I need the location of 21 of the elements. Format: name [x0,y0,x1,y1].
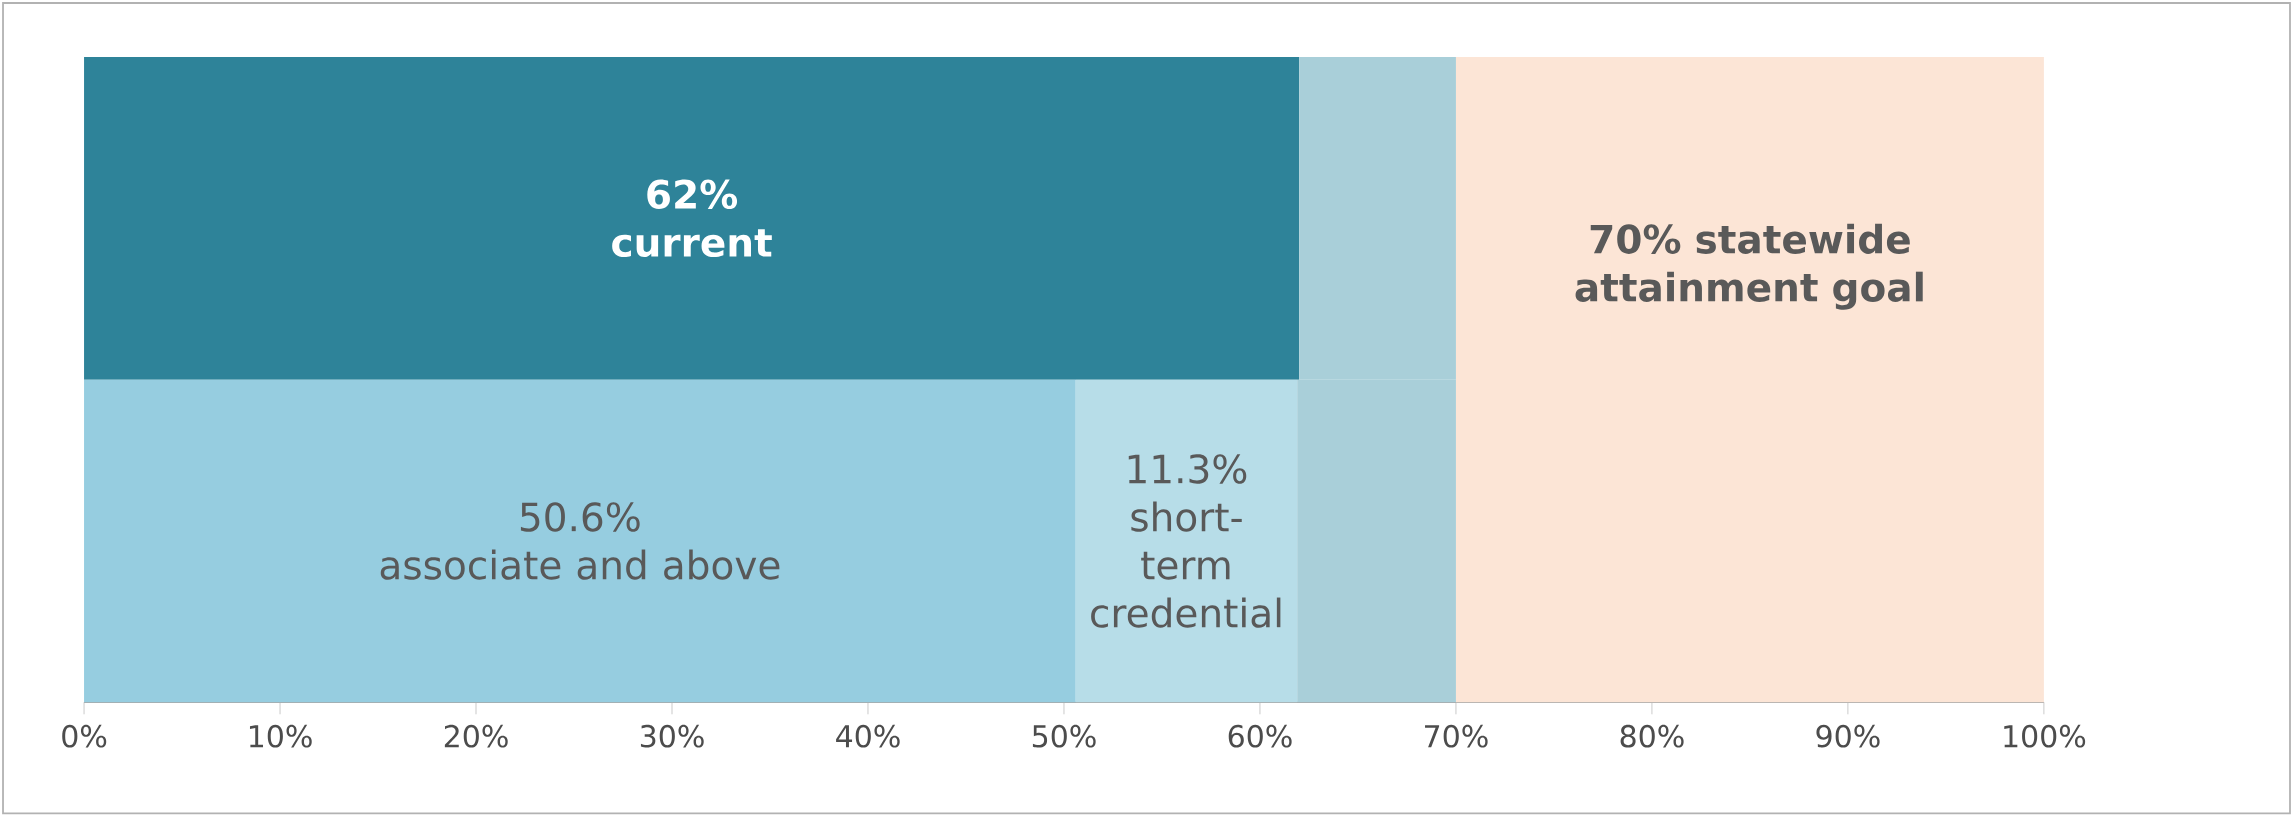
band-label: 70% statewide attainment goal [1575,223,1923,310]
data-label: 50.6% [520,502,640,532]
data-label: 62% [647,179,738,209]
bar [84,379,1076,703]
x-tick-label: 90% [1816,724,1880,748]
bar [84,56,1300,380]
x-tick-label: 20% [444,724,508,748]
x-tick-label: 40% [836,724,900,748]
data-label: 11.3% [1128,454,1247,484]
x-tick-label: 30% [640,724,704,748]
series-label: current [612,228,772,257]
x-tick-label: 60% [1228,724,1292,748]
x-tick-label: 70% [1425,724,1488,748]
x-tick-label: 50% [1032,724,1096,748]
series-label: short-term credential [1091,501,1281,628]
x-tick-label: 100% [2004,724,2086,748]
x-tick-label: 80% [1620,724,1684,748]
bar [1075,379,1298,703]
x-tick-label: 0% [62,724,107,748]
x-tick-label: 10% [249,724,312,748]
series-label: associate and above [380,549,780,580]
